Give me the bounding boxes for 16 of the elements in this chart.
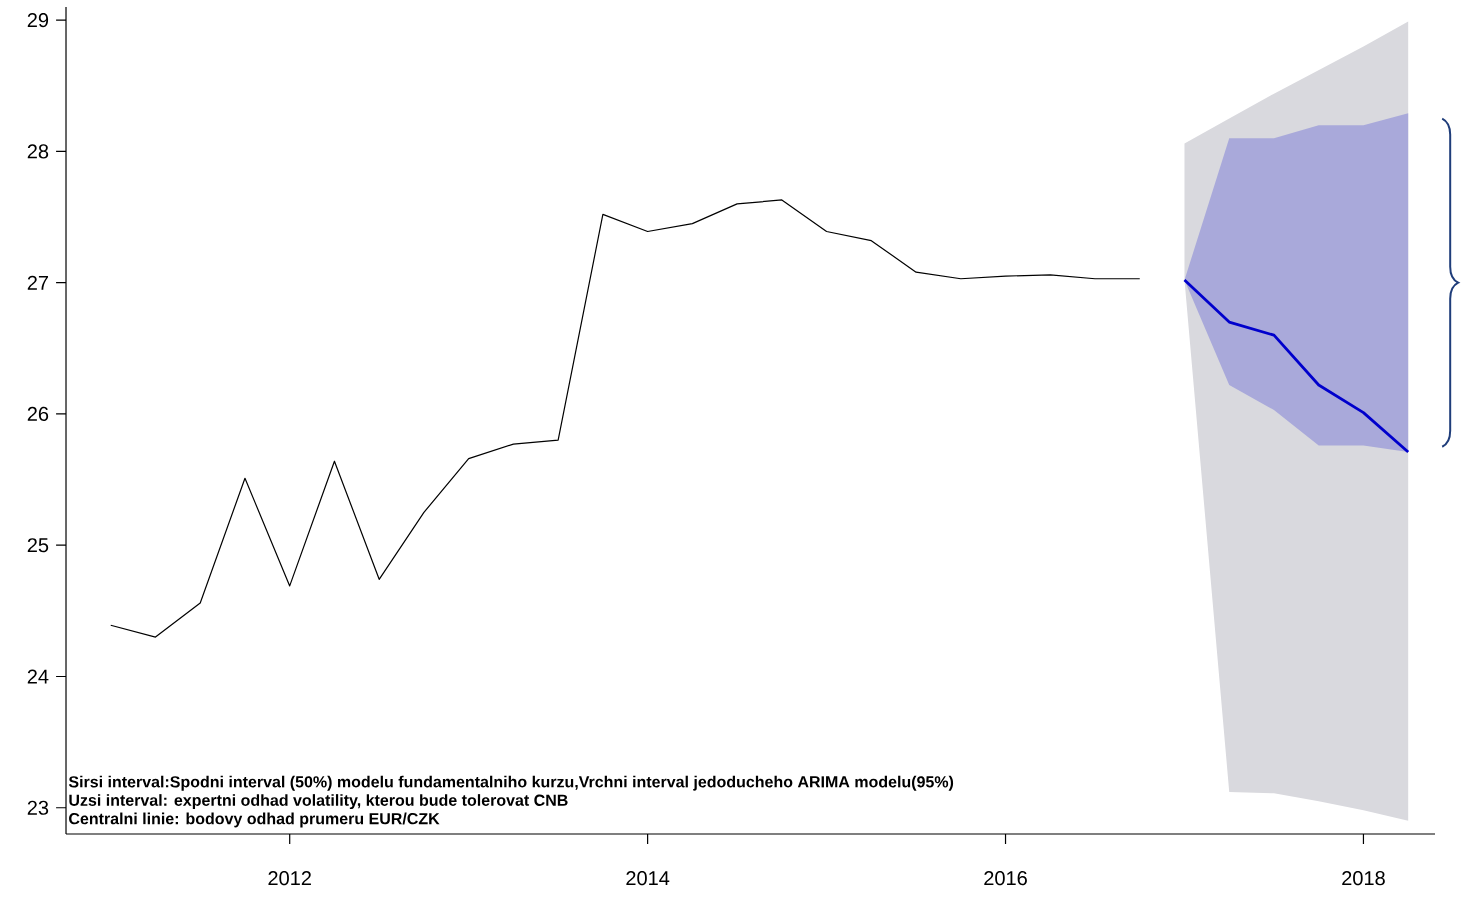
y-tick-label: 29 [27,13,49,28]
annotation: Centralni linie: bodovy odhad prumeru EUR/CZK [69,812,440,828]
y-tick-label: 24 [27,669,49,684]
y-tick-label: 25 [27,538,49,553]
x-tick-label: 2016 [984,871,1027,886]
x-tick-label: 2014 [626,871,670,886]
x-tick-label: 2012 [268,871,311,886]
line-series [110,199,1141,638]
y-tick-label: 26 [27,406,49,422]
annotation: Uzsi interval: expertni odhad volatility, kterou bude tolerovat CNB [69,794,568,810]
y-tick-label: 28 [27,144,49,159]
y-tick-label: 27 [27,275,49,290]
line-series [1183,278,1410,454]
x-tick-label: 2018 [1342,871,1385,886]
annotation: Sirsi interval:Spodni interval (50%) modelu fundamentalniho kurzu,Vrchni interval jedoducheho ARIMA modelu(95%) [68,775,954,791]
y-tick-label: 23 [27,800,49,815]
